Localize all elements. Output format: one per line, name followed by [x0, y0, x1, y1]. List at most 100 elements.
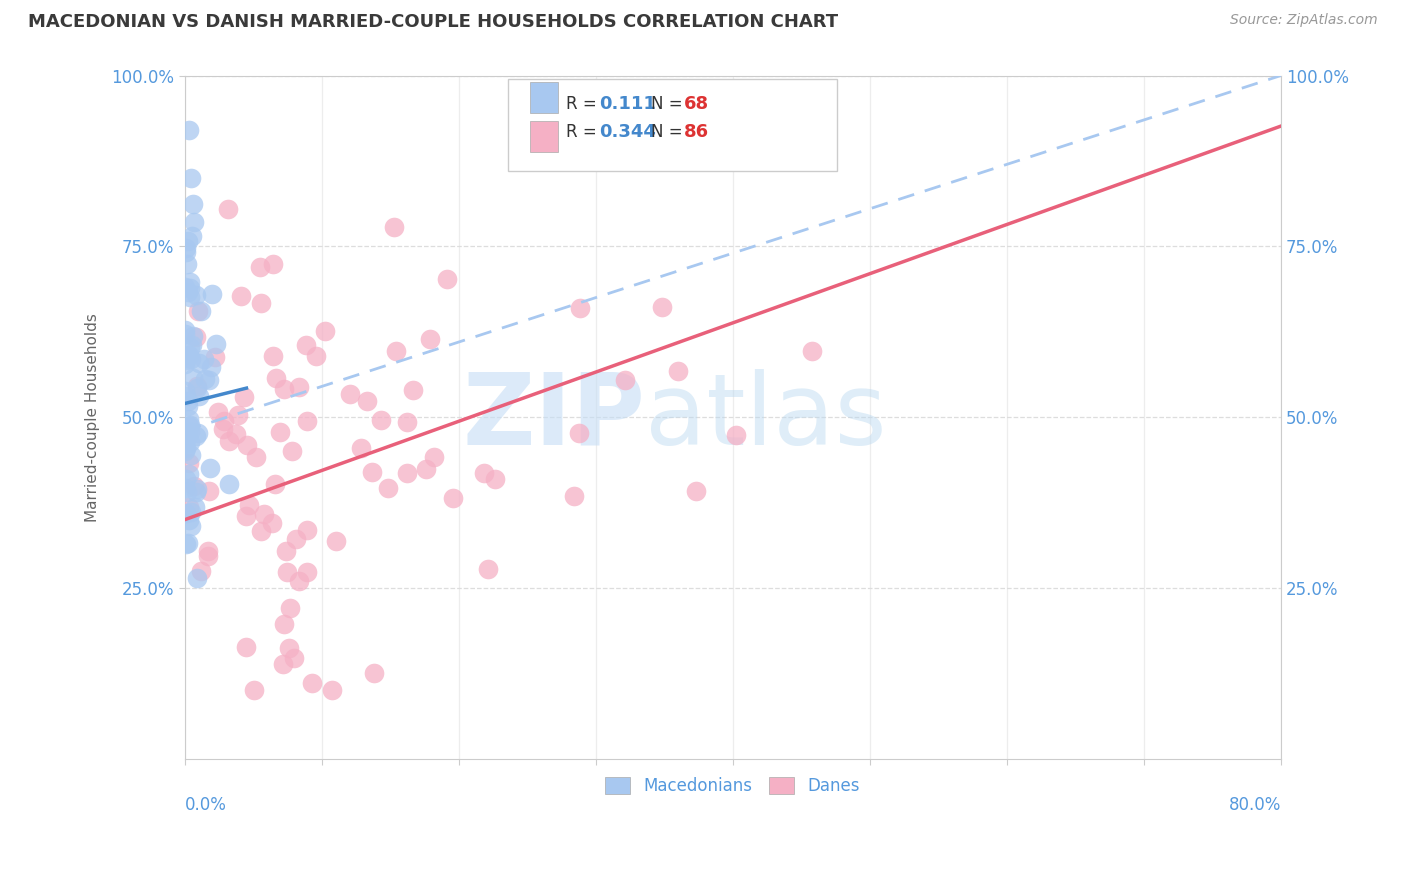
Point — [184, 329, 207, 343]
Point — [436, 272, 458, 286]
Point — [180, 519, 202, 533]
Point — [214, 414, 236, 428]
Point — [197, 549, 219, 563]
Point — [262, 516, 284, 530]
Point — [568, 425, 591, 440]
Point — [186, 378, 208, 392]
Point — [562, 489, 585, 503]
Point — [174, 481, 197, 495]
Point — [422, 450, 444, 464]
Point — [187, 303, 209, 318]
Point — [177, 234, 200, 248]
Point — [801, 343, 824, 358]
Point — [177, 513, 200, 527]
Point — [396, 466, 419, 480]
Point — [176, 484, 198, 499]
Point — [280, 443, 302, 458]
Point — [295, 565, 318, 579]
Point — [264, 476, 287, 491]
Point — [235, 509, 257, 524]
Point — [284, 532, 307, 546]
Point — [402, 384, 425, 398]
Point — [271, 657, 294, 671]
Point — [197, 374, 219, 388]
Point — [613, 373, 636, 387]
Point — [325, 533, 347, 548]
Point — [269, 425, 291, 440]
Point — [179, 425, 201, 439]
Point — [377, 481, 399, 495]
Point — [363, 665, 385, 680]
Point — [304, 350, 326, 364]
Point — [287, 574, 309, 589]
Text: ZIP: ZIP — [463, 368, 645, 466]
Point — [174, 241, 197, 255]
Point — [274, 544, 297, 558]
Point — [395, 415, 418, 429]
Point — [176, 257, 198, 271]
Point — [179, 418, 201, 433]
Point — [262, 350, 284, 364]
Point — [235, 640, 257, 654]
Point — [205, 337, 228, 351]
Point — [179, 123, 201, 137]
Point — [187, 389, 209, 403]
Point — [356, 394, 378, 409]
Point — [685, 484, 707, 499]
Point — [179, 434, 201, 449]
Point — [288, 380, 311, 394]
FancyBboxPatch shape — [530, 82, 558, 113]
Point — [174, 444, 197, 458]
Point — [301, 676, 323, 690]
Legend: Macedonians, Danes: Macedonians, Danes — [599, 770, 868, 802]
Point — [419, 332, 441, 346]
Point — [339, 386, 361, 401]
Point — [181, 371, 204, 385]
Point — [184, 429, 207, 443]
Point — [200, 359, 222, 374]
Point — [174, 326, 197, 341]
Text: 68: 68 — [683, 95, 709, 112]
Point — [180, 351, 202, 366]
Point — [253, 508, 276, 522]
Point — [350, 441, 373, 455]
Point — [193, 352, 215, 367]
Point — [177, 500, 200, 515]
Point — [295, 338, 318, 352]
Point — [177, 412, 200, 426]
Point — [262, 257, 284, 271]
Point — [249, 260, 271, 275]
Point — [569, 301, 592, 316]
Point — [190, 564, 212, 578]
Point — [724, 428, 747, 442]
Point — [174, 472, 197, 486]
Point — [236, 438, 259, 452]
Point — [184, 500, 207, 514]
Point — [278, 601, 301, 615]
Point — [225, 426, 247, 441]
Point — [194, 372, 217, 386]
Text: 80.0%: 80.0% — [1229, 797, 1281, 814]
Point — [180, 171, 202, 186]
Point — [264, 371, 287, 385]
Text: 0.111: 0.111 — [599, 95, 657, 112]
Point — [190, 304, 212, 318]
Point — [211, 422, 233, 436]
Point — [184, 485, 207, 500]
Point — [204, 350, 226, 364]
Point — [441, 491, 464, 506]
FancyBboxPatch shape — [530, 121, 558, 152]
Point — [176, 429, 198, 443]
Point — [187, 426, 209, 441]
Point — [174, 389, 197, 403]
Point — [360, 465, 382, 479]
Point — [250, 524, 273, 538]
Point — [180, 448, 202, 462]
Point — [232, 390, 254, 404]
Point — [174, 244, 197, 259]
Point — [177, 536, 200, 550]
Point — [179, 417, 201, 432]
Point — [186, 381, 208, 395]
Point — [477, 562, 499, 576]
Point — [415, 461, 437, 475]
